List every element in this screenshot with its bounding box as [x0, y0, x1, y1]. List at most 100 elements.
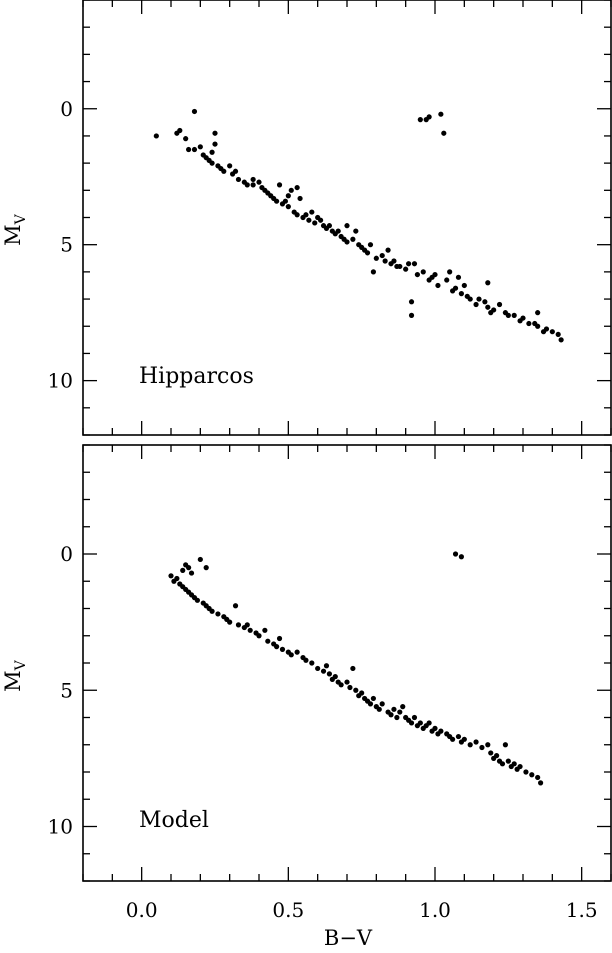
hipparcos-data-point: [385, 247, 391, 253]
hipparcos-data-point: [318, 217, 324, 223]
hipparcos-data-point: [408, 312, 415, 318]
hipparcos-panel: 0 5 10 Hipparcos MV: [1, 0, 612, 436]
hipparcos-data-point: [353, 228, 359, 234]
hipparcos-data-point: [444, 277, 450, 283]
model-data-point: [347, 684, 353, 691]
model-y-tick-label: 0: [60, 542, 73, 566]
model-data-point: [438, 728, 444, 734]
hipparcos-data-point: [526, 320, 532, 327]
hipparcos-data-point: [221, 168, 227, 174]
hipparcos-data-point: [232, 168, 239, 174]
model-data-point: [467, 742, 473, 748]
hipparcos-data-point: [461, 282, 467, 289]
hipparcos-data-point: [227, 163, 233, 169]
hipparcos-data-point: [306, 217, 312, 223]
hipparcos-data-point: [274, 198, 280, 204]
hipparcos-data-point: [458, 291, 464, 297]
hipparcos-data-point: [212, 141, 218, 147]
hipparcos-data-point: [367, 242, 374, 248]
hipparcos-points: [153, 108, 564, 343]
hipparcos-plot-frame: [82, 0, 612, 436]
model-data-point: [338, 682, 344, 688]
hipparcos-data-point: [520, 315, 526, 321]
model-data-point: [332, 674, 338, 680]
model-data-point: [511, 761, 517, 767]
model-data-point: [535, 774, 541, 781]
hipparcos-data-point: [482, 299, 488, 305]
model-data-point: [408, 720, 415, 726]
x-axis-label: B−V: [324, 926, 373, 950]
model-data-point: [505, 758, 511, 764]
hipparcos-data-point: [312, 220, 318, 226]
hipparcos-data-point: [209, 160, 215, 166]
hipparcos-data-point: [467, 296, 473, 302]
model-data-point: [315, 665, 321, 672]
hipparcos-data-point: [397, 263, 403, 270]
hipparcos-data-point: [350, 236, 356, 242]
model-data-point: [303, 657, 309, 663]
hipparcos-data-point: [447, 269, 453, 275]
hipparcos-data-point: [364, 250, 371, 256]
model-data-point: [397, 709, 403, 715]
model-data-point: [274, 644, 280, 650]
hipparcos-data-point: [191, 146, 198, 153]
hipparcos-data-point: [455, 274, 462, 280]
model-panel: 0 5 10 0.0 0.5 1.0 1.5 Model MV B−V: [1, 444, 612, 950]
hipparcos-data-point: [297, 195, 303, 202]
model-data-point: [502, 742, 508, 748]
hipparcos-data-point: [294, 212, 300, 218]
hipparcos-data-point: [209, 149, 215, 155]
model-data-point: [417, 720, 423, 726]
model-data-point: [209, 608, 215, 614]
hipparcos-y-axis-label: MV: [1, 213, 29, 246]
hipparcos-data-point: [244, 182, 250, 188]
model-y-axis-label: MV: [1, 659, 29, 692]
model-data-point: [353, 687, 359, 693]
model-x-tick-label: 0.5: [272, 898, 304, 922]
model-data-point: [227, 619, 233, 625]
hipparcos-data-point: [197, 144, 203, 150]
hipparcos-data-point: [282, 198, 288, 204]
hipparcos-data-point: [285, 193, 291, 199]
model-data-point: [450, 736, 456, 742]
hipparcos-data-point: [535, 323, 541, 329]
hipparcos-data-point: [555, 331, 561, 338]
model-y-axis-label-main: M: [1, 670, 25, 692]
model-data-point: [499, 761, 506, 767]
hipparcos-data-point: [505, 312, 511, 318]
model-data-point: [538, 780, 544, 786]
hipparcos-data-point: [153, 133, 159, 139]
model-data-point: [367, 701, 374, 707]
hipparcos-y-tick-label: 5: [60, 233, 73, 257]
hipparcos-data-point: [344, 239, 350, 245]
hipparcos-data-point: [382, 258, 388, 264]
model-data-point: [344, 679, 350, 685]
model-data-point: [479, 744, 485, 751]
hipparcos-data-point: [256, 179, 262, 185]
hipparcos-y-axis-label-sub: V: [13, 213, 29, 225]
model-x-tick-label: 1.5: [566, 898, 598, 922]
hipparcos-data-point: [558, 337, 564, 343]
hipparcos-data-point: [543, 326, 550, 332]
hipparcos-tick-labels: 0 5 10: [48, 97, 73, 393]
model-data-point: [411, 714, 418, 721]
hipparcos-data-point: [391, 258, 397, 264]
hipparcos-data-point: [432, 271, 438, 278]
model-data-point: [485, 742, 491, 748]
model-data-point: [265, 638, 271, 644]
hipparcos-data-point: [335, 228, 341, 234]
hipparcos-data-point: [473, 301, 479, 308]
hipparcos-data-point: [476, 296, 482, 302]
model-points: [168, 551, 544, 786]
hipparcos-data-point: [549, 329, 555, 335]
model-data-point: [288, 652, 294, 658]
hipparcos-panel-label: Hipparcos: [139, 364, 254, 389]
model-y-tick-label: 10: [48, 815, 73, 839]
hipparcos-data-point: [183, 136, 189, 142]
hipparcos-data-point: [250, 182, 256, 188]
model-data-point: [400, 704, 406, 710]
model-plot-frame: [82, 444, 612, 882]
model-y-axis-label-sub: V: [13, 659, 29, 671]
hipparcos-data-point: [370, 269, 376, 275]
